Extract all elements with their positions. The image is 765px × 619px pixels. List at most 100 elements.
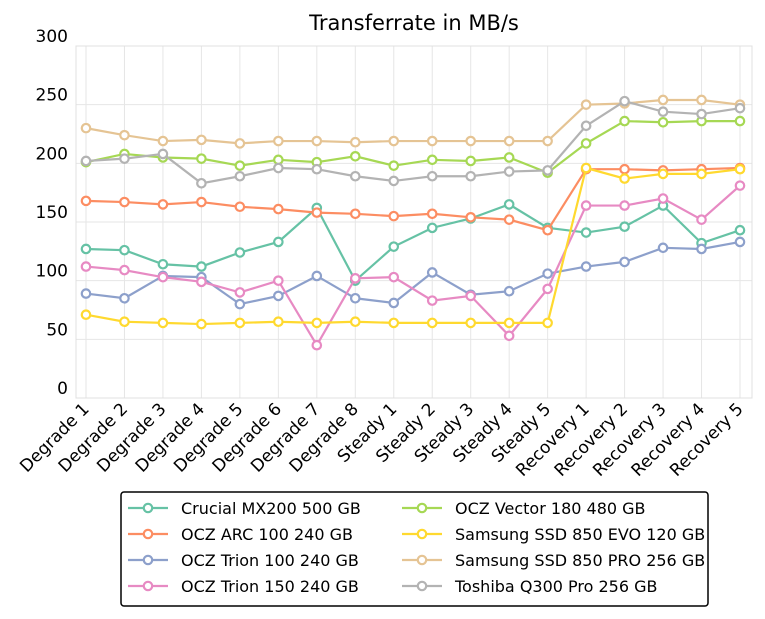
- data-point: [349, 292, 361, 304]
- legend-label: OCZ Trion 150 240 GB: [181, 577, 359, 596]
- data-point: [234, 298, 246, 310]
- series-line: [85, 99, 741, 185]
- data-point: [349, 316, 361, 328]
- data-point: [119, 153, 130, 164]
- legend-label: OCZ Vector 180 480 GB: [455, 499, 646, 518]
- data-point: [542, 268, 553, 279]
- data-point: [157, 271, 169, 283]
- y-tick-label: 100: [36, 262, 68, 282]
- data-point: [503, 285, 515, 297]
- data-point: [503, 166, 515, 177]
- series-3: [80, 180, 746, 351]
- series-layer: [80, 94, 746, 351]
- data-point: [619, 115, 630, 127]
- data-point: [273, 236, 284, 248]
- data-point: [696, 94, 707, 106]
- legend-item: Samsung SSD 850 EVO 120 GB: [402, 525, 705, 544]
- data-point: [657, 94, 669, 106]
- data-point: [696, 243, 707, 255]
- data-point: [388, 160, 400, 171]
- legend-item: OCZ Trion 150 240 GB: [128, 577, 359, 596]
- data-point: [311, 163, 323, 175]
- data-point: [196, 153, 207, 164]
- data-point: [311, 135, 323, 147]
- data-point: [426, 267, 438, 278]
- legend-item: Toshiba Q300 Pro 256 GB: [402, 577, 658, 596]
- data-point: [580, 227, 592, 238]
- legend-swatch-marker: [142, 554, 154, 566]
- data-point: [349, 136, 361, 148]
- data-point: [619, 95, 630, 107]
- data-point: [273, 275, 284, 286]
- data-point: [503, 135, 515, 147]
- data-point: [465, 290, 477, 302]
- legend-label: Toshiba Q300 Pro 256 GB: [454, 577, 658, 596]
- data-point: [580, 120, 592, 132]
- data-point: [157, 135, 169, 147]
- data-point: [196, 134, 207, 146]
- data-point: [657, 168, 669, 180]
- data-point: [388, 317, 400, 329]
- data-point: [273, 203, 284, 215]
- data-point: [349, 150, 361, 162]
- data-point: [349, 208, 361, 220]
- data-point: [619, 200, 630, 211]
- data-point: [734, 180, 746, 191]
- data-point: [580, 162, 592, 174]
- data-point: [542, 135, 553, 147]
- data-point: [696, 214, 707, 225]
- legend-label: OCZ Trion 100 240 GB: [181, 551, 359, 570]
- data-point: [234, 138, 246, 149]
- data-point: [734, 115, 746, 127]
- data-point: [196, 196, 207, 208]
- data-point: [388, 175, 400, 187]
- legend-swatch-marker: [416, 502, 428, 514]
- data-point: [273, 316, 284, 328]
- data-point: [734, 102, 746, 114]
- legend-label: OCZ ARC 100 240 GB: [181, 525, 353, 544]
- data-point: [734, 163, 746, 175]
- y-tick-label: 150: [36, 203, 68, 223]
- data-point: [619, 256, 630, 268]
- legend-label: Samsung SSD 850 EVO 120 GB: [455, 525, 705, 544]
- data-point: [426, 295, 438, 306]
- data-point: [119, 196, 130, 208]
- data-point: [580, 138, 592, 149]
- data-point: [80, 288, 92, 299]
- data-point: [273, 162, 284, 174]
- data-point: [196, 318, 207, 330]
- chart-title: Transferrate in MB/s: [308, 11, 519, 35]
- data-point: [734, 224, 746, 236]
- data-point: [542, 317, 553, 329]
- data-point: [657, 106, 669, 118]
- data-point: [657, 116, 669, 128]
- y-tick-label: 50: [46, 320, 68, 340]
- y-tick-label: 0: [57, 379, 68, 399]
- plot-area-frame: [75, 45, 753, 399]
- data-point: [234, 160, 246, 171]
- data-point: [273, 135, 284, 147]
- legend-swatch-marker: [142, 580, 154, 592]
- data-point: [696, 108, 707, 120]
- data-point: [234, 317, 246, 329]
- data-point: [503, 199, 515, 210]
- legend-swatch-marker: [416, 528, 428, 540]
- data-point: [696, 168, 707, 180]
- data-point: [157, 199, 169, 210]
- data-point: [503, 330, 515, 342]
- data-point: [311, 317, 323, 329]
- data-point: [234, 170, 246, 182]
- series-line: [85, 119, 740, 174]
- data-point: [503, 152, 515, 163]
- series-line: [85, 166, 741, 326]
- data-point: [80, 195, 92, 207]
- legend-item: Samsung SSD 850 PRO 256 GB: [402, 551, 705, 570]
- data-point: [580, 261, 592, 272]
- data-point: [234, 201, 246, 213]
- data-point: [426, 317, 438, 329]
- data-point: [349, 170, 361, 182]
- data-point: [311, 270, 323, 282]
- data-point: [619, 163, 630, 175]
- legend-label: Crucial MX200 500 GB: [181, 499, 361, 518]
- data-point: [542, 165, 553, 176]
